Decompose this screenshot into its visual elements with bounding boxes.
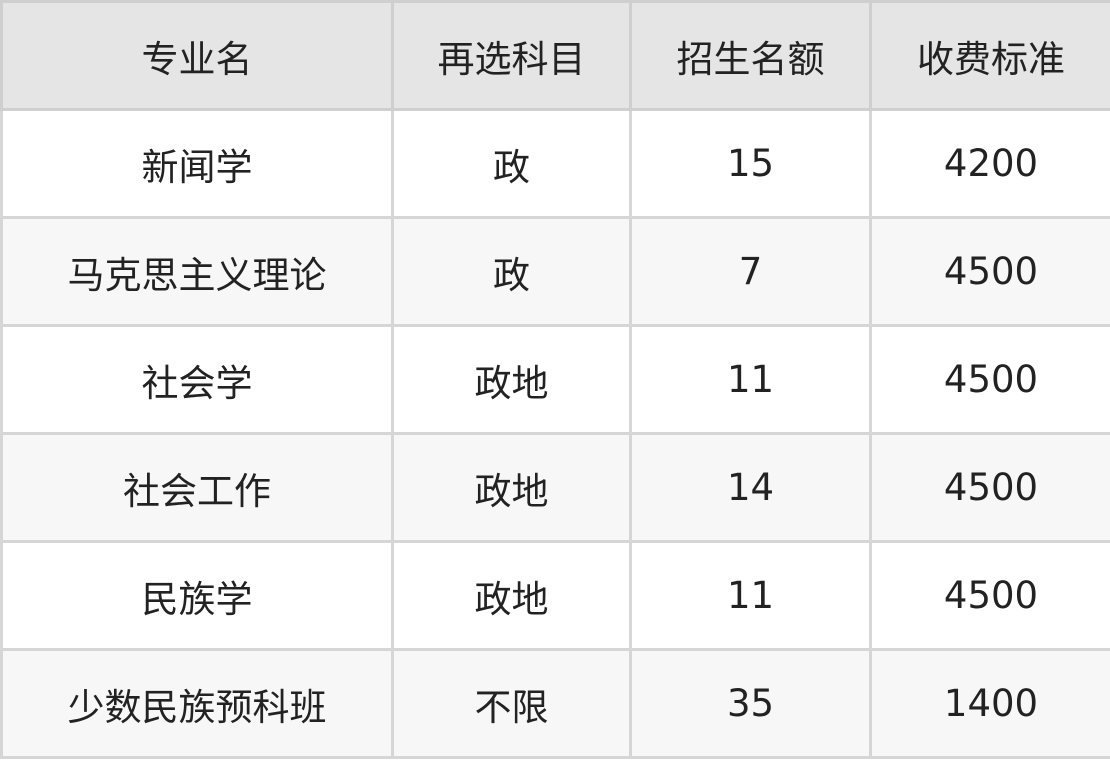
- cell-quota: 15: [629, 108, 872, 219]
- table-row: 社会学 政地 11 4500: [0, 324, 1110, 435]
- header-subjects: 再选科目: [391, 0, 632, 111]
- cell-fee: 4500: [869, 216, 1110, 327]
- cell-fee: 4500: [869, 324, 1110, 435]
- cell-fee: 4500: [869, 432, 1110, 543]
- cell-subjects: 政: [391, 216, 632, 327]
- cell-major: 社会工作: [0, 432, 394, 543]
- cell-subjects: 政地: [391, 432, 632, 543]
- header-quota: 招生名额: [629, 0, 872, 111]
- cell-major: 新闻学: [0, 108, 394, 219]
- cell-quota: 7: [629, 216, 872, 327]
- cell-quota: 14: [629, 432, 872, 543]
- table-row: 社会工作 政地 14 4500: [0, 432, 1110, 543]
- cell-quota: 35: [629, 648, 872, 759]
- cell-subjects: 政: [391, 108, 632, 219]
- table-row: 少数民族预科班 不限 35 1400: [0, 648, 1110, 759]
- cell-major: 社会学: [0, 324, 394, 435]
- cell-quota: 11: [629, 540, 872, 651]
- cell-major: 民族学: [0, 540, 394, 651]
- cell-major: 少数民族预科班: [0, 648, 394, 759]
- cell-subjects: 政地: [391, 324, 632, 435]
- cell-fee: 1400: [869, 648, 1110, 759]
- admissions-table: 专业名 再选科目 招生名额 收费标准 新闻学政 15 4200 马克思主义理论政 7 45…: [0, 0, 1110, 759]
- header-row: 专业名 再选科目 招生名额 收费标准: [0, 0, 1110, 111]
- cell-fee: 4500: [869, 540, 1110, 651]
- cell-subjects: 政地: [391, 540, 632, 651]
- cell-fee: 4200: [869, 108, 1110, 219]
- header-fee: 收费标准: [869, 0, 1110, 111]
- cell-subjects: 不限: [391, 648, 632, 759]
- cell-major: 马克思主义理论: [0, 216, 394, 327]
- table-row: 新闻学政 15 4200: [0, 108, 1110, 219]
- header-major: 专业名: [0, 0, 394, 111]
- table-row: 民族学 政地 11 4500: [0, 540, 1110, 651]
- cell-quota: 11: [629, 324, 872, 435]
- table-row: 马克思主义理论政 7 4500: [0, 216, 1110, 327]
